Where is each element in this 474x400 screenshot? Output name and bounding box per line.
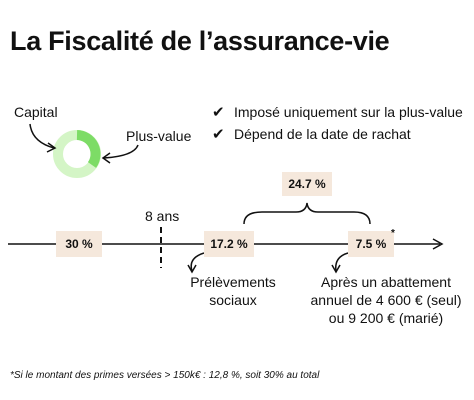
donut-chart [53,130,101,178]
social-caption-line: Prélèvements [190,274,276,290]
social-arrow [187,252,205,274]
social-caption-line: sociaux [209,292,257,308]
social-rate-value: 17.2 % [210,237,248,251]
abatement-caption-line: ou 9 200 € (marié) [328,310,444,326]
abatement-caption-line: annuel de 4 600 € (seul) [310,292,462,308]
total-rate-value: 24.7 % [288,177,326,191]
social-rate-box: 17.2 % [204,231,254,257]
social-caption: Prélèvements sociaux [178,273,288,309]
check-item-plus-value: ✔ Imposé uniquement sur la plus-value [212,103,463,121]
check-icon: ✔ [212,104,225,121]
footnote: *Si le montant des primes versées > 150k… [10,370,320,381]
eight-years-label: 8 ans [145,208,180,224]
after-rate-box: 7.5 % [348,231,394,257]
capital-label: Capital [14,104,58,120]
check-item-text: Imposé uniquement sur la plus-value [234,104,463,120]
capital-arrow [29,123,57,153]
check-item-date-rachat: ✔ Dépend de la date de rachat [212,125,411,143]
before-rate-value: 30 % [65,237,93,251]
before-rate-box: 30 % [56,231,102,257]
abatement-caption: Après un abattement annuel de 4 600 € (s… [304,273,468,327]
after-rate-value: 7.5 % [355,237,387,251]
plus-value-label: Plus-value [126,128,192,144]
donut-plus-value-arc [76,130,101,168]
plus-value-arrow [101,144,139,164]
abatement-caption-line: Après un abattement [321,274,451,290]
after-rate-asterisk: * [391,228,395,239]
page-title: La Fiscalité de l’assurance-vie [10,26,390,56]
total-rate-box: 24.7 % [282,172,332,196]
check-icon: ✔ [212,126,225,143]
total-rate-brace [243,202,371,225]
check-item-text: Dépend de la date de rachat [234,126,411,142]
abatement-arrow [331,252,349,274]
